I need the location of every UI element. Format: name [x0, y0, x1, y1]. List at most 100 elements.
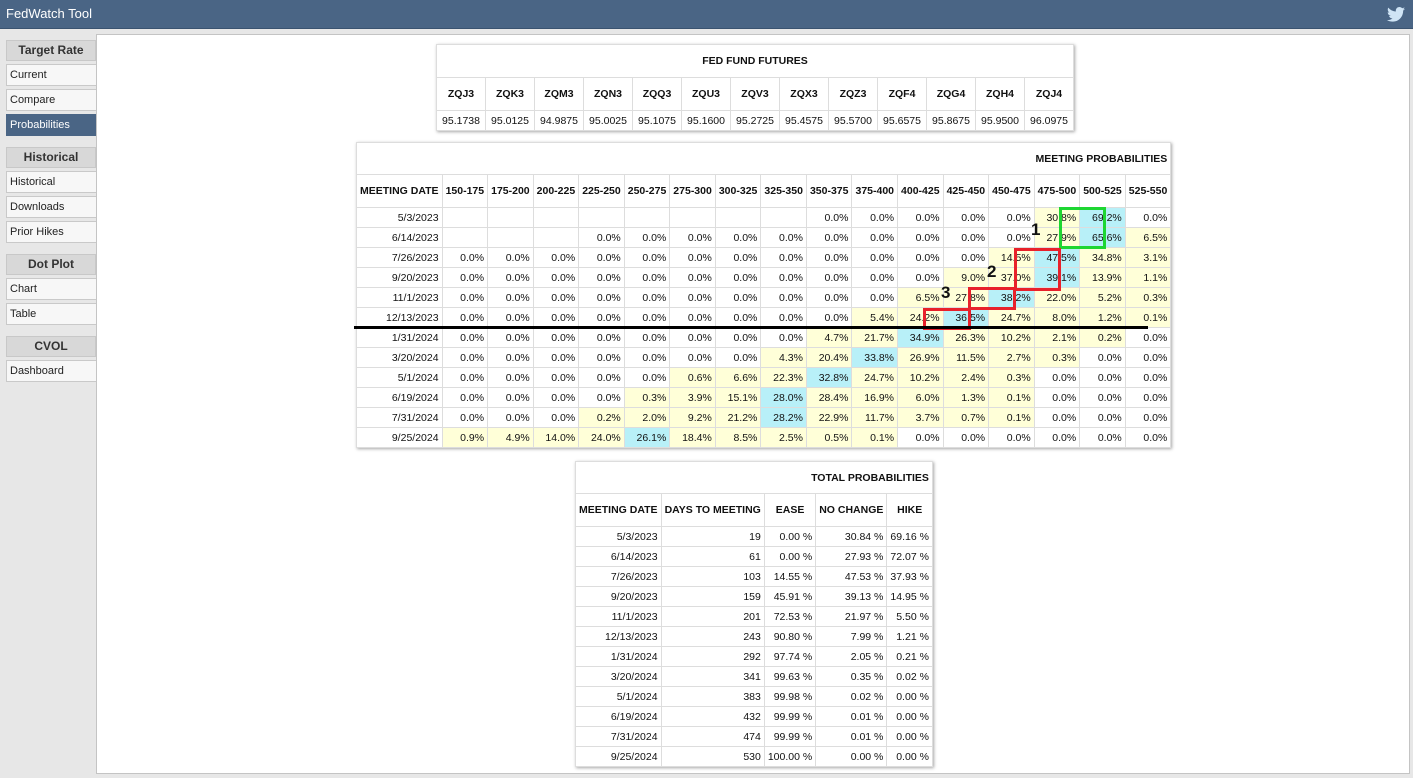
probability-cell: 0.0%	[669, 227, 716, 248]
probabilities-column-header: 175-200	[487, 174, 534, 208]
totals-cell: 5/1/2024	[575, 686, 662, 707]
meeting-date: 9/20/2023	[356, 267, 443, 288]
probability-cell: 0.0%	[1079, 407, 1126, 428]
probability-cell: 32.8%	[805, 367, 853, 388]
probability-cell: 0.0%	[760, 327, 807, 348]
totals-column-header: NO CHANGE	[815, 493, 888, 527]
totals-cell: 9/25/2024	[575, 746, 662, 767]
sidebar-item-dashboard[interactable]: Dashboard	[6, 360, 96, 382]
totals-cell: 0.00 %	[886, 746, 933, 767]
probability-cell: 27.9%	[1033, 227, 1081, 248]
probability-cell: 0.0%	[714, 247, 762, 268]
sidebar-item-chart[interactable]: Chart	[6, 278, 96, 300]
sidebar-item-prior-hikes[interactable]: Prior Hikes	[6, 221, 96, 243]
probability-cell	[623, 207, 671, 228]
totals-cell: 72.53 %	[763, 606, 817, 627]
probabilities-column-header: 475-500	[1033, 174, 1081, 208]
futures-symbol: ZQG4	[926, 77, 976, 111]
probability-cell: 0.0%	[1124, 387, 1172, 408]
app-header: FedWatch Tool	[0, 0, 1413, 29]
probability-cell: 0.0%	[532, 367, 580, 388]
probability-cell: 0.0%	[714, 307, 762, 328]
probability-cell: 21.2%	[714, 407, 762, 428]
probability-cell: 0.0%	[988, 227, 1035, 248]
totals-cell: 97.74 %	[763, 646, 817, 667]
totals-cell: 201	[660, 606, 765, 627]
twitter-icon[interactable]	[1387, 7, 1405, 22]
totals-cell: 14.55 %	[763, 566, 817, 587]
sidebar-gap	[6, 243, 96, 250]
probability-cell	[532, 207, 580, 228]
probability-cell: 0.0%	[669, 327, 716, 348]
totals-cell: 6/19/2024	[575, 706, 662, 727]
totals-cell: 9/20/2023	[575, 586, 662, 607]
meeting-date: 6/14/2023	[356, 227, 443, 248]
totals-cell: 0.00 %	[886, 686, 933, 707]
probabilities-column-header: 250-275	[623, 174, 671, 208]
totals-cell: 19	[660, 526, 765, 547]
probability-cell: 0.0%	[532, 307, 580, 328]
probability-cell: 0.0%	[805, 207, 853, 228]
totals-row: 7/26/2023 103 14.55 % 47.53 % 37.93 %	[575, 566, 933, 587]
sidebar-item-current[interactable]: Current	[6, 64, 96, 86]
probability-cell: 15.1%	[714, 387, 762, 408]
probability-cell: 0.6%	[669, 367, 716, 388]
totals-cell: 90.80 %	[763, 626, 817, 647]
futures-price: 95.1075	[632, 110, 682, 131]
probability-cell: 10.2%	[988, 327, 1035, 348]
probability-cell: 10.2%	[897, 367, 944, 388]
sidebar-item-probabilities[interactable]: Probabilities	[6, 114, 96, 136]
fed-fund-futures-table: FED FUND FUTURES ZQJ3 ZQK3 ZQM3 ZQN3 ZQQ3 ZQU3…	[436, 44, 1074, 131]
probability-cell: 47.5%	[1033, 247, 1081, 268]
probabilities-column-header: 400-425	[897, 174, 944, 208]
probability-cell: 0.0%	[760, 307, 807, 328]
probability-cell: 0.0%	[487, 267, 534, 288]
probability-cell: 34.8%	[1079, 247, 1126, 268]
probability-cell: 0.0%	[942, 247, 990, 268]
probability-cell: 0.0%	[1079, 367, 1126, 388]
futures-price: 95.9500	[975, 110, 1025, 131]
probabilities-table: MEETING PROBABILITIES MEETING DATE 150-175…	[355, 142, 1172, 448]
totals-cell: 1/31/2024	[575, 646, 662, 667]
probability-cell: 26.9%	[897, 347, 944, 368]
probability-cell: 6.6%	[714, 367, 762, 388]
totals-cell: 530	[660, 746, 765, 767]
sidebar-item-downloads[interactable]: Downloads	[6, 196, 96, 218]
futures-price: 95.0125	[485, 110, 535, 131]
totals-cell: 159	[660, 586, 765, 607]
probability-cell	[669, 207, 716, 228]
probability-cell: 0.0%	[623, 247, 671, 268]
probability-cell: 0.0%	[851, 247, 899, 268]
probability-cell: 2.0%	[623, 407, 671, 428]
app-title: FedWatch Tool	[6, 6, 92, 21]
futures-symbol: ZQU3	[681, 77, 731, 111]
sidebar-item-historical[interactable]: Historical	[6, 171, 96, 193]
probability-cell: 0.0%	[714, 227, 762, 248]
totals-cell: 30.84 %	[815, 526, 888, 547]
sidebar-item-table[interactable]: Table	[6, 303, 96, 325]
totals-cell: 383	[660, 686, 765, 707]
probability-cell: 1.2%	[1079, 307, 1126, 328]
probabilities-row: 6/14/2023 0.0% 0.0% 0.0% 0.0% 0.0% 0.0% 0.0% 0.0…	[356, 227, 1172, 248]
totals-cell: 0.00 %	[886, 706, 933, 727]
futures-symbol: ZQQ3	[632, 77, 682, 111]
sidebar-gap	[6, 136, 96, 143]
probability-cell: 0.0%	[805, 287, 853, 308]
probability-cell: 0.0%	[441, 347, 489, 368]
probability-cell: 0.0%	[623, 367, 671, 388]
totals-cell: 432	[660, 706, 765, 727]
probability-cell: 3.1%	[1124, 247, 1172, 268]
sidebar-section-title: Target Rate	[6, 40, 96, 61]
probability-cell: 9.2%	[669, 407, 716, 428]
probability-cell: 0.2%	[1079, 327, 1126, 348]
probability-cell: 24.2%	[897, 307, 944, 328]
sidebar-item-compare[interactable]: Compare	[6, 89, 96, 111]
probability-cell: 0.0%	[760, 227, 807, 248]
meeting-date: 5/3/2023	[356, 207, 443, 228]
totals-title: TOTAL PROBABILITIES	[575, 461, 933, 494]
probabilities-row: 5/3/2023 0.0% 0.0% 0.0% 0.0% 0.0% 30.8% 69.2% 0.…	[356, 207, 1172, 228]
probability-cell: 0.3%	[623, 387, 671, 408]
probability-cell	[760, 207, 807, 228]
probability-cell: 28.4%	[805, 387, 853, 408]
probability-cell	[714, 207, 762, 228]
